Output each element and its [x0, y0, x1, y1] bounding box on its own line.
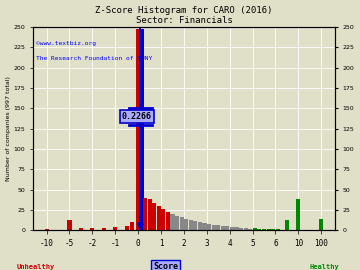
Y-axis label: Number of companies (997 total): Number of companies (997 total) [5, 76, 10, 181]
Text: ©www.textbiz.org: ©www.textbiz.org [36, 41, 96, 46]
Bar [262, 229, 266, 230]
Bar [161, 209, 165, 230]
Bar [180, 217, 184, 230]
Bar [202, 223, 207, 230]
Bar [148, 199, 152, 230]
Bar [79, 228, 83, 230]
Bar [184, 219, 188, 230]
Bar [225, 226, 229, 230]
Bar [125, 226, 129, 230]
Bar [136, 29, 140, 230]
Bar [90, 228, 94, 230]
Text: The Research Foundation of SUNY: The Research Foundation of SUNY [36, 56, 152, 60]
Bar [198, 222, 202, 230]
Bar [230, 227, 234, 230]
Bar [193, 221, 197, 230]
Bar [257, 229, 261, 230]
Bar [244, 228, 248, 230]
Bar [216, 225, 220, 230]
Bar [113, 227, 117, 230]
Bar [221, 226, 225, 230]
Bar [139, 29, 144, 230]
Bar [170, 214, 175, 230]
Bar [285, 221, 289, 230]
Text: Unhealthy: Unhealthy [17, 264, 55, 270]
Bar [207, 224, 211, 230]
Bar [319, 219, 323, 230]
Bar [239, 228, 243, 230]
Text: 0.2266: 0.2266 [122, 112, 152, 121]
Title: Z-Score Histogram for CARO (2016)
Sector: Financials: Z-Score Histogram for CARO (2016) Sector… [95, 6, 273, 25]
Bar [130, 222, 134, 230]
Bar [189, 220, 193, 230]
Text: Score: Score [153, 262, 178, 270]
Bar [175, 215, 179, 230]
Bar [296, 199, 300, 230]
Text: Healthy: Healthy [309, 264, 339, 270]
Bar [152, 202, 156, 230]
Bar [253, 228, 257, 230]
Bar [67, 221, 72, 230]
Bar [276, 229, 280, 230]
Bar [143, 198, 147, 230]
Bar [266, 229, 271, 230]
Bar [157, 206, 161, 230]
Bar [166, 212, 170, 230]
Bar [234, 227, 239, 230]
Bar [212, 225, 216, 230]
Bar [271, 229, 275, 230]
Bar [248, 229, 252, 230]
Bar [45, 229, 49, 230]
Bar [102, 228, 106, 230]
